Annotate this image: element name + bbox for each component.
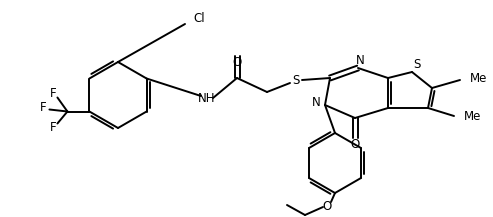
Text: N: N	[355, 54, 364, 66]
Text: N: N	[312, 97, 320, 110]
Text: O: O	[322, 201, 332, 214]
Text: F: F	[40, 101, 47, 114]
Text: F: F	[50, 87, 57, 100]
Text: Me: Me	[470, 72, 488, 85]
Text: O: O	[232, 56, 242, 69]
Text: S: S	[292, 74, 300, 87]
Text: F: F	[50, 121, 57, 134]
Text: O: O	[351, 138, 359, 151]
Text: Me: Me	[464, 110, 481, 123]
Text: Cl: Cl	[193, 12, 205, 25]
Text: NH: NH	[198, 92, 216, 105]
Text: S: S	[413, 58, 421, 71]
